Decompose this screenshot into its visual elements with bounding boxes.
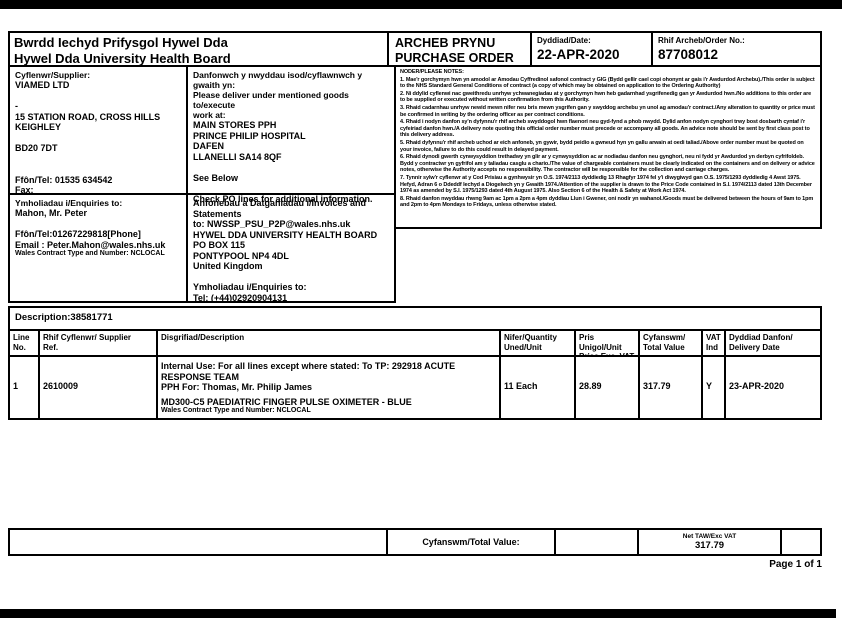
col-header-delivery-date: Dyddiad Danfon/ Delivery Date: [729, 333, 793, 352]
order-date-label: Dyddiad/Date:: [537, 36, 591, 45]
item-line-no: 1: [10, 357, 40, 418]
invoices-address: HYWEL DDA UNIVERSITY HEALTH BOARD PO BOX…: [193, 229, 378, 303]
totals-label: Cyfanswm/Total Value:: [388, 530, 556, 554]
description-value: Description:38581771: [15, 312, 113, 323]
scan-bottom-bar: [0, 609, 836, 618]
item-contract-line: Wales Contract Type and Number: NCLOCAL: [161, 407, 311, 414]
deliver-to-box: Danfonwch y nwyddau isod/cyflawnwch y gw…: [186, 65, 396, 204]
item-delivery-date: 23-APR-2020: [729, 381, 785, 391]
totals-net-cell: Net TAW/Exc VAT 317.79: [639, 530, 782, 554]
supplier-address: VIAMED LTD - 15 STATION ROAD, CROSS HILL…: [15, 80, 161, 195]
doc-type-welsh: ARCHEB PRYNU: [395, 36, 496, 50]
item-unit-price: 28.89: [576, 357, 640, 418]
scan-top-bar: [0, 0, 842, 9]
col-header-unit-price: Pris Unigol/Unit Price Exc. VAT: [576, 331, 640, 355]
invoices-box: Anfonebau a Datganiadau i/Invoices and S…: [186, 193, 396, 303]
enquiries-details: Mahon, Mr. Peter Ffôn/Tel:01267229818[Ph…: [15, 208, 166, 250]
supplier-box: Cyflenwr/Supplier: VIAMED LTD - 15 STATI…: [8, 65, 188, 195]
col-header-vat-ind: VAT Ind: [703, 331, 726, 355]
note-5: 5. Rhaid dyfynnu'r rhif archeb uchod ar …: [400, 139, 804, 153]
note-3: 3. Rhaid cadarnhau unrhyw newid mewn nif…: [400, 104, 815, 118]
deliver-to-label: Danfonwch y nwyddau isod/cyflawnwch y gw…: [193, 70, 363, 120]
org-title-cell: Bwrdd Iechyd Prifysgol Hywel Dda Hywel D…: [8, 31, 389, 67]
org-name-english: Hywel Dda University Health Board: [14, 51, 231, 66]
order-number-value: 87708012: [658, 47, 719, 62]
items-table-header: Line No. Rhif Cyflenwr/ Supplier Ref. Di…: [8, 329, 822, 357]
totals-spacer-right: [782, 530, 820, 554]
doc-type-english: PURCHASE ORDER: [395, 51, 514, 65]
note-7: 7. Tynnir sylw'r cyflenwr at y Cod Prisi…: [400, 174, 812, 195]
col-header-description: Disgrifiad/Description: [158, 331, 501, 355]
item-total-value: 317.79: [640, 357, 703, 418]
notes-title: NODER/PLEASE NOTES:: [400, 69, 464, 75]
item-supplier-ref: 2610009: [40, 357, 158, 418]
note-4: 4. Rhaid i nodyn danfon sy'n dyfynnu'r r…: [400, 119, 810, 139]
enquiries-contract-line: Wales Contract Type and Number: NCLOCAL: [15, 250, 165, 257]
item-product-line: MD300-C5 PAEDIATRIC FINGER PULSE OXIMETE…: [161, 396, 412, 407]
item-internal-use-lines: Internal Use: For all lines except where…: [161, 361, 456, 392]
order-date-value: 22-APR-2020: [537, 47, 620, 62]
doc-type-cell: ARCHEB PRYNU PURCHASE ORDER: [387, 31, 532, 67]
order-number-cell: Rhif Archeb/Order No.: 87708012: [651, 31, 822, 67]
note-6: 6. Rhaid dynodi gwerth cynwysyddion tret…: [400, 154, 815, 174]
note-2: 2. Ni ddylid cyflenwi nac gweithredu unr…: [400, 90, 812, 104]
enquiries-label: Ymholiadau i/Enquiries to:: [15, 198, 123, 208]
net-total-label: Net TAW/Exc VAT: [682, 533, 737, 540]
supplier-label: Cyflenwr/Supplier:: [15, 70, 91, 80]
item-description-cell: Internal Use: For all lines except where…: [158, 357, 501, 418]
note-1: 1. Mae'r gorchymyn hwn yn amodol ar Amod…: [400, 76, 815, 90]
invoices-label: Anfonebau a Datganiadau i/Invoices and S…: [193, 198, 367, 229]
items-table-body: 1 2610009 Internal Use: For all lines ex…: [8, 355, 822, 420]
enquiries-box: Ymholiadau i/Enquiries to: Mahon, Mr. Pe…: [8, 193, 188, 303]
page-number: Page 1 of 1: [769, 559, 822, 570]
notes-box: NODER/PLEASE NOTES: 1. Mae'r gorchymyn h…: [394, 65, 822, 229]
col-header-supplier-ref: Rhif Cyflenwr/ Supplier Ref.: [40, 331, 158, 355]
item-vat-ind: Y: [703, 357, 726, 418]
deliver-to-address: MAIN STORES PPH PRINCE PHILIP HOSPITAL D…: [193, 120, 373, 204]
net-total-value: 317.79: [694, 540, 725, 551]
totals-spacer-mid: [556, 530, 639, 554]
order-date-cell: Dyddiad/Date: 22-APR-2020: [530, 31, 653, 67]
col-header-total-value: Cyfanswm/ Total Value: [640, 331, 703, 355]
col-header-line-no: Line No.: [10, 331, 40, 355]
order-number-label: Rhif Archeb/Order No.:: [658, 36, 745, 45]
item-quantity: 11 Each: [501, 357, 576, 418]
totals-row: Cyfanswm/Total Value: Net TAW/Exc VAT 31…: [8, 528, 822, 556]
note-8: 8. Rhaid danfon nwyddau rhwng 9am ac 1pm…: [400, 195, 814, 209]
org-name-welsh: Bwrdd Iechyd Prifysgol Hywel Dda: [14, 35, 228, 50]
totals-spacer-left: [10, 530, 388, 554]
col-header-quantity: Nifer/Quantity Uned/Unit: [501, 331, 576, 355]
description-row: Description:38581771: [8, 306, 822, 331]
